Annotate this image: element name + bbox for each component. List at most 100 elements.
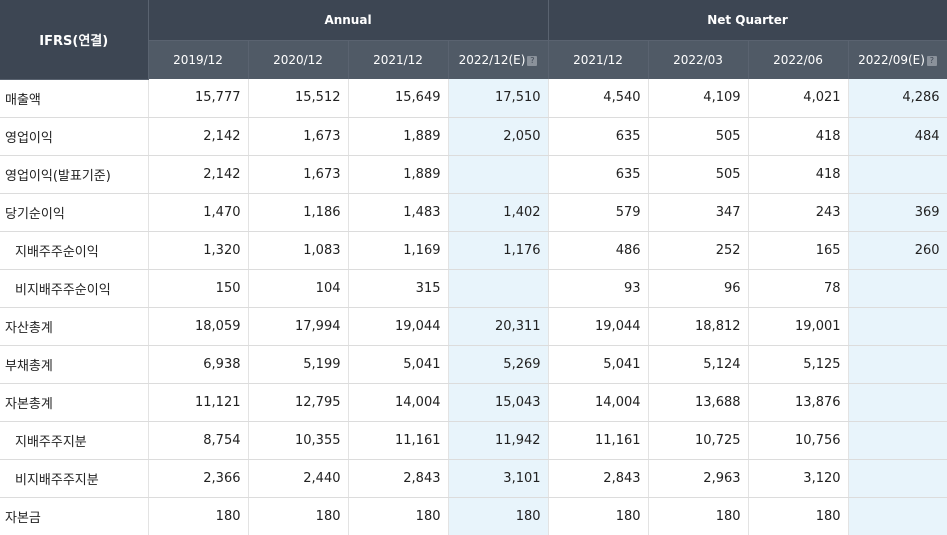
value-cell: 17,994 xyxy=(248,307,349,346)
period-header-estimate: 2022/09(E)? xyxy=(848,40,947,79)
value-cell: 5,041 xyxy=(548,345,649,384)
value-cell: 579 xyxy=(548,193,649,232)
value-cell: 505 xyxy=(648,117,749,156)
value-cell: 2,142 xyxy=(148,155,249,194)
row-label: 자본총계 xyxy=(0,383,149,422)
value-cell: 2,142 xyxy=(148,117,249,156)
table-row: 자본총계 11,121 12,795 14,004 15,043 14,004 13,688… xyxy=(0,383,947,422)
value-cell: 19,001 xyxy=(748,307,849,346)
value-cell: 8,754 xyxy=(148,421,249,460)
value-cell: 180 xyxy=(648,497,749,535)
value-cell: 1,176 xyxy=(448,231,549,270)
annual-group-header: Annual xyxy=(148,0,549,41)
value-cell: 93 xyxy=(548,269,649,308)
value-cell: 2,366 xyxy=(148,459,249,498)
value-cell: 150 xyxy=(148,269,249,308)
table-row: 부채총계 6,938 5,199 5,041 5,269 5,041 5,124 5,125 xyxy=(0,345,947,384)
value-cell: 11,161 xyxy=(548,421,649,460)
value-cell: 11,942 xyxy=(448,421,549,460)
value-cell: 10,725 xyxy=(648,421,749,460)
table-row: 자산총계 18,059 17,994 19,044 20,311 19,044 18,812… xyxy=(0,307,947,346)
value-cell: 635 xyxy=(548,155,649,194)
value-cell xyxy=(848,497,947,535)
value-cell: 6,938 xyxy=(148,345,249,384)
table-row: 당기순이익 1,470 1,186 1,483 1,402 579 347 243 369 xyxy=(0,193,947,232)
value-cell xyxy=(448,269,549,308)
value-cell: 14,004 xyxy=(348,383,449,422)
help-icon[interactable]: ? xyxy=(527,55,538,66)
table-row: 영업이익 2,142 1,673 1,889 2,050 635 505 418 484 xyxy=(0,117,947,156)
value-cell: 96 xyxy=(648,269,749,308)
value-cell: 1,083 xyxy=(248,231,349,270)
value-cell xyxy=(848,383,947,422)
table-row: 자본금 180 180 180 180 180 180 180 xyxy=(0,497,947,535)
value-cell: 2,050 xyxy=(448,117,549,156)
value-cell: 11,121 xyxy=(148,383,249,422)
row-label: 비지배주주지분 xyxy=(0,459,149,498)
value-cell: 104 xyxy=(248,269,349,308)
value-cell: 165 xyxy=(748,231,849,270)
value-cell: 15,777 xyxy=(148,79,249,118)
value-cell: 418 xyxy=(748,117,849,156)
value-cell xyxy=(448,155,549,194)
value-cell: 1,889 xyxy=(348,155,449,194)
value-cell: 180 xyxy=(248,497,349,535)
value-cell: 1,483 xyxy=(348,193,449,232)
value-cell: 1,186 xyxy=(248,193,349,232)
value-cell: 180 xyxy=(348,497,449,535)
value-cell: 486 xyxy=(548,231,649,270)
period-header: 2020/12 xyxy=(248,40,349,79)
period-header: 2021/12 xyxy=(348,40,449,79)
row-label: 지배주주순이익 xyxy=(0,231,149,270)
value-cell: 635 xyxy=(548,117,649,156)
value-cell: 260 xyxy=(848,231,947,270)
period-header: 2021/12 xyxy=(548,40,649,79)
value-cell: 5,199 xyxy=(248,345,349,384)
value-cell: 180 xyxy=(548,497,649,535)
value-cell: 4,021 xyxy=(748,79,849,118)
value-cell: 1,673 xyxy=(248,117,349,156)
value-cell: 180 xyxy=(748,497,849,535)
table-row: 지배주주순이익 1,320 1,083 1,169 1,176 486 252 165 260 xyxy=(0,231,947,270)
value-cell: 1,470 xyxy=(148,193,249,232)
value-cell: 1,169 xyxy=(348,231,449,270)
value-cell: 2,843 xyxy=(348,459,449,498)
row-label: 자산총계 xyxy=(0,307,149,346)
value-cell xyxy=(848,307,947,346)
value-cell: 19,044 xyxy=(348,307,449,346)
value-cell: 78 xyxy=(748,269,849,308)
value-cell: 1,320 xyxy=(148,231,249,270)
row-label: 자본금 xyxy=(0,497,149,535)
value-cell: 1,889 xyxy=(348,117,449,156)
period-header: 2019/12 xyxy=(148,40,249,79)
quarter-group-header: Net Quarter xyxy=(548,0,947,41)
table-row: 매출액 15,777 15,512 15,649 17,510 4,540 4,109 4,0… xyxy=(0,79,947,118)
value-cell: 505 xyxy=(648,155,749,194)
value-cell: 17,510 xyxy=(448,79,549,118)
row-label: 비지배주주순이익 xyxy=(0,269,149,308)
value-cell: 10,756 xyxy=(748,421,849,460)
row-label: 부채총계 xyxy=(0,345,149,384)
value-cell: 2,963 xyxy=(648,459,749,498)
value-cell: 252 xyxy=(648,231,749,270)
value-cell xyxy=(848,269,947,308)
value-cell: 2,440 xyxy=(248,459,349,498)
table-row: 영업이익(발표기준) 2,142 1,673 1,889 635 505 418 xyxy=(0,155,947,194)
value-cell: 14,004 xyxy=(548,383,649,422)
value-cell xyxy=(848,421,947,460)
period-header: 2022/03 xyxy=(648,40,749,79)
table-row: 비지배주주지분 2,366 2,440 2,843 3,101 2,843 2,963 3,1… xyxy=(0,459,947,498)
value-cell: 13,876 xyxy=(748,383,849,422)
value-cell: 1,402 xyxy=(448,193,549,232)
help-icon[interactable]: ? xyxy=(926,55,937,66)
value-cell: 13,688 xyxy=(648,383,749,422)
value-cell: 2,843 xyxy=(548,459,649,498)
row-label: 영업이익(발표기준) xyxy=(0,155,149,194)
value-cell: 10,355 xyxy=(248,421,349,460)
value-cell: 243 xyxy=(748,193,849,232)
value-cell: 315 xyxy=(348,269,449,308)
value-cell: 5,269 xyxy=(448,345,549,384)
value-cell: 19,044 xyxy=(548,307,649,346)
value-cell: 15,649 xyxy=(348,79,449,118)
